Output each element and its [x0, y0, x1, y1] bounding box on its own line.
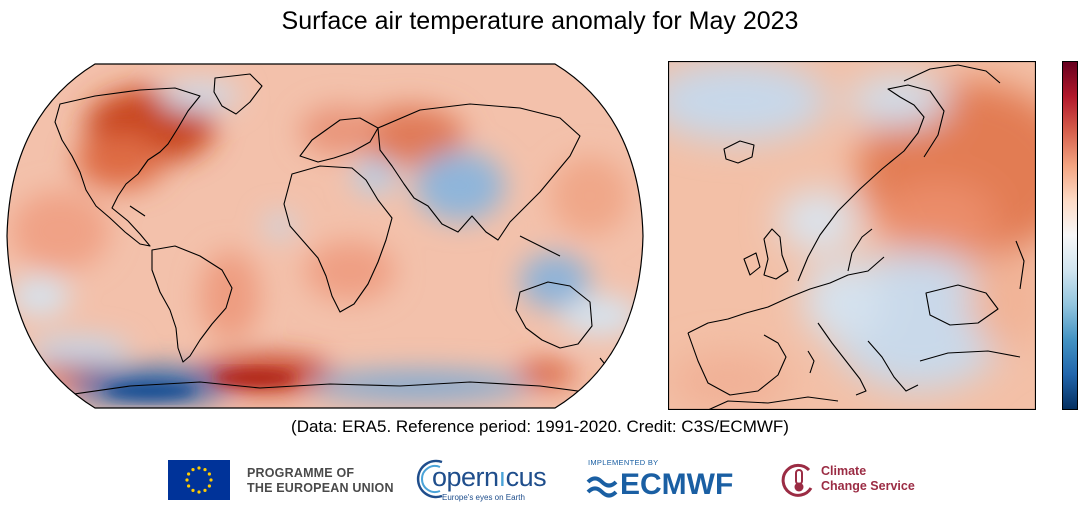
eu-star: [187, 484, 191, 488]
eu-programme-label: PROGRAMME OF THE EUROPEAN UNION: [247, 466, 394, 496]
ecmwf-logo: IMPLEMENTED BY ECMWF: [586, 458, 756, 504]
thermometer-icon: [781, 463, 813, 497]
eu-line2: THE EUROPEAN UNION: [247, 481, 394, 495]
eu-star: [203, 468, 207, 472]
copernicus-wordmark: opernıcus: [432, 462, 547, 492]
eu-star: [203, 488, 207, 492]
copernicus-c-icon: [416, 459, 443, 499]
europe-anomaly-map: [667, 60, 1037, 411]
eu-line1: PROGRAMME OF: [247, 466, 355, 480]
eu-star: [207, 472, 211, 476]
figure-title: Surface air temperature anomaly for May …: [281, 7, 799, 35]
c3s-label: Climate Change Service: [821, 464, 915, 494]
eu-star: [197, 466, 201, 470]
eu-star: [185, 478, 189, 482]
c3s-logo: Climate Change Service: [781, 460, 931, 504]
ecmwf-implemented-by: IMPLEMENTED BY: [588, 458, 659, 467]
copernicus-logo: opernıcus Europe's eyes on Earth: [412, 456, 547, 504]
ecmwf-waves-icon: [586, 476, 618, 498]
eu-star: [191, 468, 195, 472]
copernicus-tagline: Europe's eyes on Earth: [442, 493, 525, 502]
c3s-line2: Change Service: [821, 479, 915, 493]
eu-star: [197, 490, 201, 494]
europe-map-svg: [667, 60, 1037, 411]
europe-coastlines: [687, 64, 1025, 410]
credit-line: (Data: ERA5. Reference period: 1991-2020…: [291, 417, 789, 436]
colorbar: [1062, 61, 1078, 410]
eu-flag-icon: [168, 460, 230, 500]
world-map-svg: [6, 63, 644, 409]
world-anomaly-map: [0, 56, 650, 416]
eu-star: [209, 478, 213, 482]
ecmwf-wordmark: ECMWF: [620, 468, 734, 501]
eu-star: [191, 488, 195, 492]
world-coastlines: [54, 73, 609, 397]
eu-star: [207, 484, 211, 488]
eu-star: [187, 472, 191, 476]
c3s-line1: Climate: [821, 464, 867, 478]
